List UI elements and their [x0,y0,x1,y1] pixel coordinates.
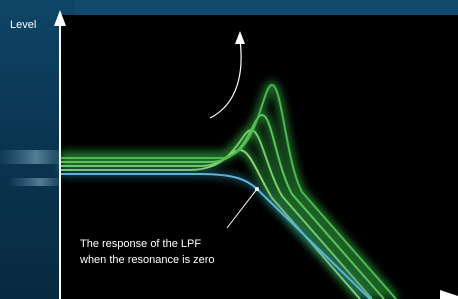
diagram: Level The response of the LPF when the r… [0,0,458,299]
top-band [75,0,458,15]
streak [10,178,60,186]
annotation-text: The response of the LPF [80,238,201,250]
annotation-text: when the resonance is zero [79,254,215,266]
streak [0,150,60,164]
y-axis-label: Level [10,19,36,31]
